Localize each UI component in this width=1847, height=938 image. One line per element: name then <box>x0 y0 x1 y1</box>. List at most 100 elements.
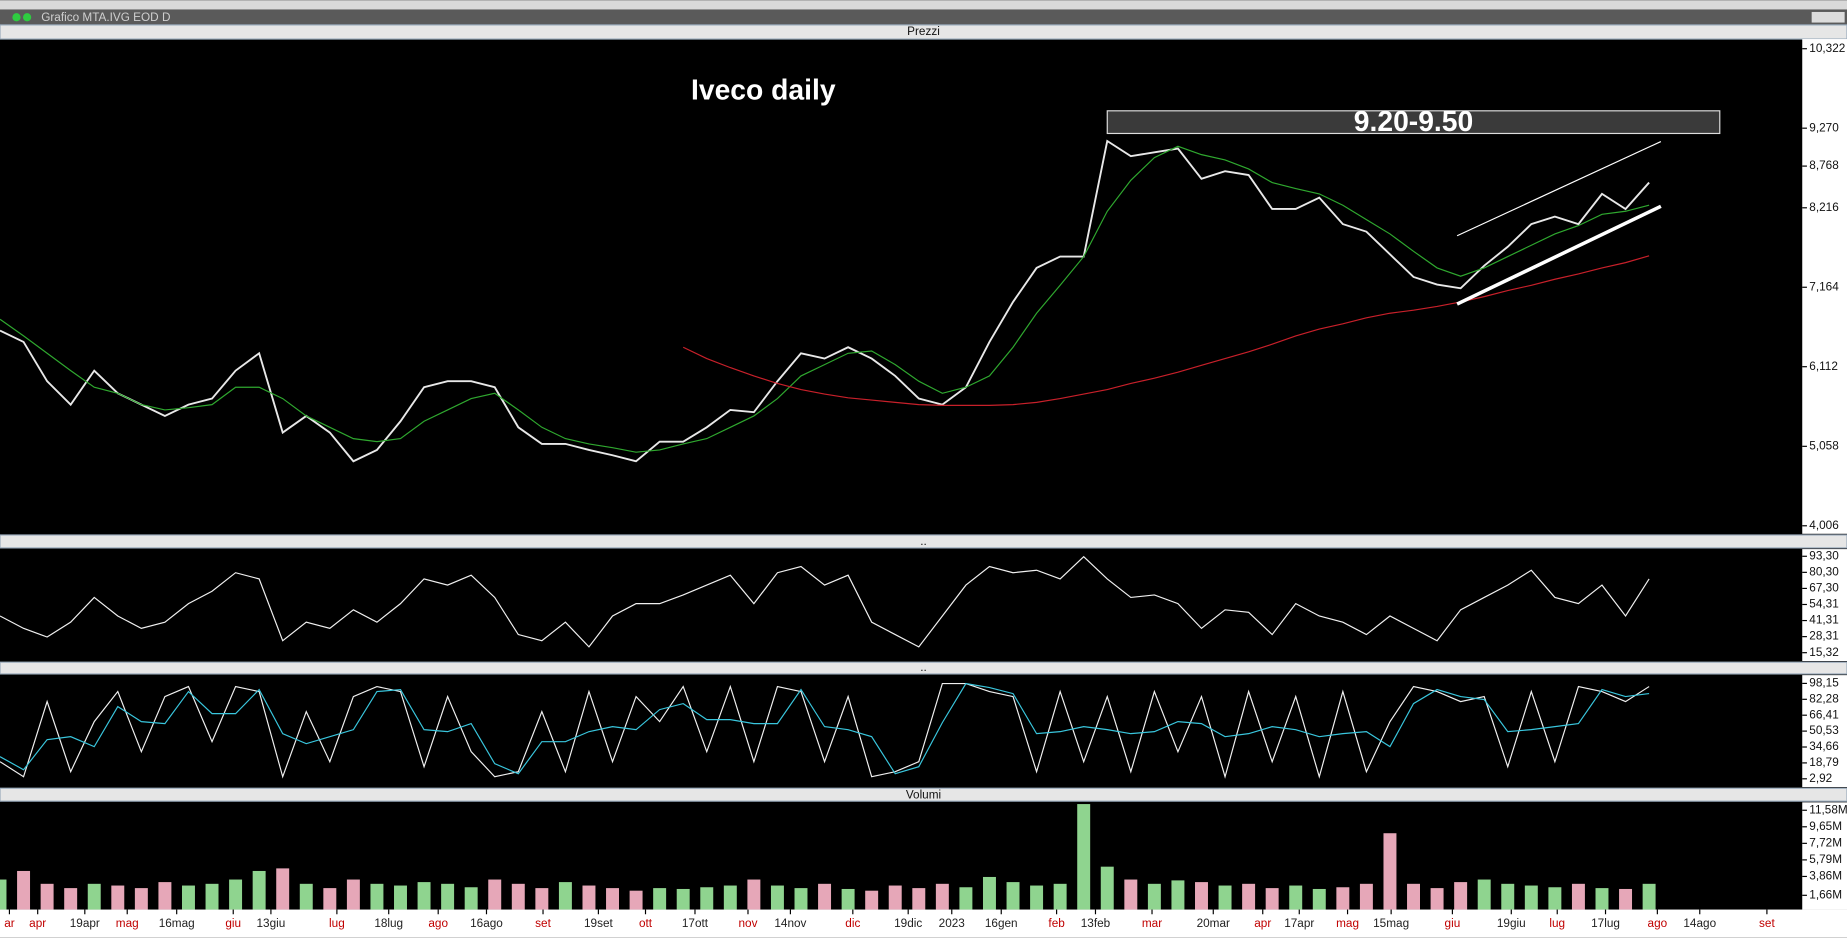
volume-bar <box>1454 882 1468 910</box>
y-tick-label: 28,31 <box>1809 630 1838 643</box>
volume-bar <box>818 883 832 910</box>
volume-bar <box>205 883 219 910</box>
annotation: 9.20-9.50 <box>1354 105 1473 137</box>
y-tick-label: 98,15 <box>1809 677 1839 690</box>
volume-bar <box>888 885 902 910</box>
volume-bar <box>1501 883 1515 910</box>
volume-bar <box>1218 885 1232 910</box>
volume-bar <box>134 888 148 910</box>
x-tick-label: ago <box>1648 917 1668 930</box>
volume-bar <box>1289 885 1303 910</box>
x-tick-label: nov <box>738 917 757 930</box>
y-tick-label: 9,65M <box>1809 820 1842 833</box>
volume-bar <box>346 879 360 910</box>
x-tick-label: mag <box>116 917 139 930</box>
range-box <box>1106 110 1721 135</box>
volume-bar <box>676 888 690 910</box>
panel-title: Prezzi <box>907 25 940 38</box>
y-tick-label: 80,30 <box>1809 565 1839 578</box>
x-tick-label: 2023 <box>939 917 966 930</box>
x-tick-label: ar <box>4 917 15 930</box>
x-tick-label: 17ott <box>682 917 709 930</box>
volume-bar <box>747 879 761 910</box>
volume-bar <box>582 885 596 910</box>
volume-bar <box>394 885 407 910</box>
y-tick-label: 67,30 <box>1809 582 1839 595</box>
volume-bar <box>1077 804 1091 910</box>
top-frame <box>0 0 1847 10</box>
y-tick-label: 9,270 <box>1809 121 1839 134</box>
y-tick-label: 18,79 <box>1809 756 1838 769</box>
x-tick-label: 13giu <box>257 917 286 930</box>
volume-bar <box>111 885 125 910</box>
x-tick-label: 20mar <box>1197 917 1230 930</box>
annotation: Iveco daily <box>691 74 836 106</box>
x-tick-label: 16mag <box>159 917 195 930</box>
x-tick-label: 17apr <box>1284 917 1314 930</box>
x-tick-label: giu <box>225 917 241 930</box>
series-line <box>0 682 1650 775</box>
volume-bar <box>17 870 31 910</box>
y-tick-label: 82,28 <box>1809 692 1839 705</box>
volume-bar <box>323 888 337 910</box>
x-tick-label: lug <box>329 917 345 930</box>
panel-title: .. <box>920 661 927 674</box>
volume-bar <box>0 879 7 910</box>
window-controls[interactable] <box>1811 11 1845 23</box>
volume-bar <box>723 885 737 910</box>
x-tick-label: 14ago <box>1683 917 1716 930</box>
volume-bar <box>1312 888 1326 910</box>
volume-bar <box>535 888 549 910</box>
x-tick-label: 18lug <box>374 917 403 930</box>
panel-header <box>0 787 1847 802</box>
title-bar <box>0 9 1847 25</box>
volume-bar <box>1171 880 1185 910</box>
window-title: Grafico MTA.IVG EOD D <box>41 11 170 24</box>
y-tick-label: 10,322 <box>1809 42 1845 55</box>
volume-bar <box>299 883 313 910</box>
y-tick-label: 41,31 <box>1809 614 1838 627</box>
volume-bar <box>1242 883 1256 910</box>
volume-bar <box>252 870 266 910</box>
volume-bar <box>982 876 996 910</box>
y-tick-label: 7,164 <box>1809 280 1839 293</box>
series-line <box>0 139 1650 463</box>
y-axis-area <box>1802 802 1847 910</box>
volume-bar <box>912 888 926 910</box>
y-tick-label: 50,53 <box>1809 724 1839 737</box>
volume-bar <box>629 890 643 910</box>
x-tick-label: lug <box>1549 917 1565 930</box>
volume-bar <box>1383 833 1397 910</box>
y-tick-label: 66,41 <box>1809 708 1838 721</box>
volume-bar <box>794 888 808 910</box>
y-tick-label: 5,79M <box>1809 853 1842 866</box>
volume-bar <box>87 883 101 910</box>
volume-bar <box>841 888 855 910</box>
volume-bar <box>770 885 784 910</box>
volume-bar <box>1642 883 1656 910</box>
x-tick-label: 19dic <box>894 917 922 930</box>
y-tick-label: 54,31 <box>1809 598 1838 611</box>
x-tick-label: giu <box>1445 917 1461 930</box>
x-tick-label: mag <box>1336 917 1359 930</box>
trend-line <box>1456 140 1662 237</box>
volume-bar <box>1053 883 1067 910</box>
panel-header <box>0 24 1847 40</box>
y-tick-label: 6,112 <box>1809 360 1838 373</box>
x-tick-label: apr <box>1254 917 1271 930</box>
volume-bar <box>488 879 502 910</box>
window-button[interactable] <box>12 13 21 22</box>
x-tick-label: 19giu <box>1497 917 1526 930</box>
panel-header <box>0 534 1847 549</box>
window-button[interactable] <box>22 13 32 22</box>
volume-bar <box>276 868 290 910</box>
volume-bar <box>1524 885 1538 910</box>
volume-bar <box>181 885 195 910</box>
y-axis-area <box>1802 39 1847 534</box>
volume-bar <box>1548 887 1562 910</box>
volume-bar <box>370 883 384 910</box>
volume-bar <box>606 888 620 910</box>
y-tick-label: 8,768 <box>1809 159 1839 172</box>
volume-bar <box>1006 882 1020 910</box>
